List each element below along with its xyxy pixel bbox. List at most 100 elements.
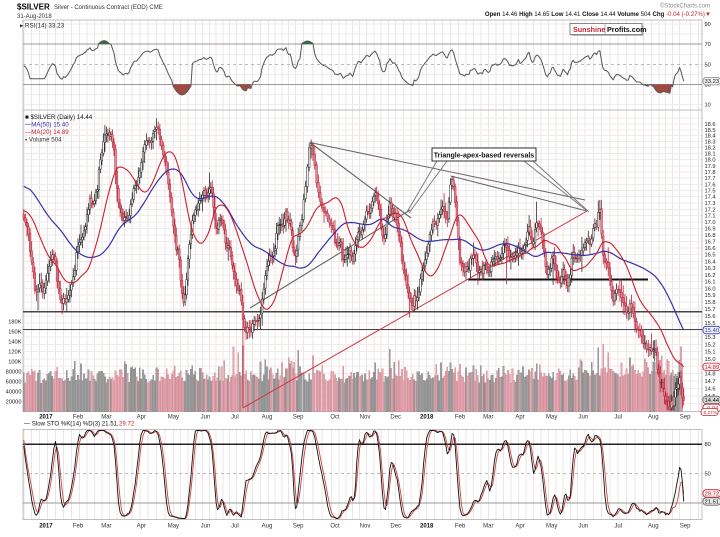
svg-text:16.8: 16.8 (705, 233, 716, 239)
svg-text:Sep: Sep (293, 415, 304, 421)
svg-text:©StockCharts.com: ©StockCharts.com (660, 3, 710, 10)
svg-text:Jul: Jul (614, 524, 622, 530)
svg-text:Aug: Aug (648, 415, 659, 421)
svg-text:Apr: Apr (515, 524, 524, 530)
svg-text:15.2: 15.2 (705, 342, 716, 348)
svg-text:May: May (546, 415, 557, 421)
svg-text:—MA(20) 14.89: —MA(20) 14.89 (25, 129, 69, 136)
svg-text:Nov: Nov (360, 415, 371, 421)
svg-text:14.44: 14.44 (705, 398, 720, 404)
svg-text:Apr: Apr (137, 524, 146, 530)
svg-text:16.2: 16.2 (705, 273, 716, 279)
svg-text:Sunshine: Sunshine (573, 25, 605, 34)
svg-text:18.3: 18.3 (705, 140, 716, 146)
svg-text:100K: 100K (8, 360, 21, 366)
svg-text:17.9: 17.9 (705, 164, 716, 170)
svg-text:16.0: 16.0 (705, 286, 716, 292)
svg-text:Apr: Apr (515, 415, 524, 421)
svg-text:Mar: Mar (101, 415, 111, 421)
svg-text:16.4: 16.4 (705, 259, 716, 265)
svg-text:Jul: Jul (614, 415, 622, 421)
svg-text:40000: 40000 (6, 390, 22, 396)
svg-text:33.23: 33.23 (705, 79, 720, 85)
svg-text:15.6: 15.6 (705, 314, 716, 320)
svg-text:70: 70 (705, 42, 711, 48)
svg-text:180K: 180K (8, 320, 21, 326)
svg-text:50: 50 (705, 472, 711, 478)
svg-text:120K: 120K (8, 350, 21, 356)
svg-text:18.1: 18.1 (705, 152, 716, 158)
svg-text:18.6: 18.6 (705, 122, 716, 128)
svg-text:2018: 2018 (420, 415, 434, 421)
svg-text:Jun: Jun (201, 415, 211, 421)
svg-text:140K: 140K (8, 340, 21, 346)
svg-text:15.5: 15.5 (705, 321, 716, 327)
svg-text:18.0: 18.0 (705, 158, 716, 164)
svg-text:16.9: 16.9 (705, 227, 716, 233)
svg-text:Oct: Oct (330, 524, 340, 530)
svg-text:14.7: 14.7 (705, 379, 716, 385)
svg-text:2017: 2017 (39, 524, 53, 530)
svg-text:—MA(50) 15.40: —MA(50) 15.40 (25, 122, 69, 129)
svg-text:16.5: 16.5 (705, 253, 716, 259)
svg-text:May: May (546, 524, 557, 530)
svg-text:14.89: 14.89 (705, 365, 720, 371)
svg-text:16.6: 16.6 (705, 246, 716, 252)
svg-text:Nov: Nov (360, 524, 371, 530)
svg-text:21.51: 21.51 (705, 500, 720, 506)
svg-text:Sep: Sep (680, 415, 691, 421)
svg-text:18.2: 18.2 (705, 146, 716, 152)
svg-text:15.40: 15.40 (705, 328, 720, 334)
svg-text:15.1: 15.1 (705, 350, 716, 356)
svg-text:Jun: Jun (201, 524, 211, 530)
svg-text:Sep: Sep (293, 524, 304, 530)
svg-text:31-Aug-2018: 31-Aug-2018 (17, 14, 52, 20)
svg-text:Aug: Aug (648, 524, 659, 530)
svg-text:May: May (168, 524, 179, 530)
svg-text:Mar: Mar (483, 415, 493, 421)
svg-text:16.7: 16.7 (705, 240, 716, 246)
svg-text:Jul: Jul (231, 415, 239, 421)
svg-text:17.5: 17.5 (705, 189, 716, 195)
svg-text:Profits.com: Profits.com (607, 25, 647, 34)
svg-text:90: 90 (705, 22, 711, 28)
svg-text:29.72: 29.72 (119, 421, 135, 428)
svg-text:Jun: Jun (578, 524, 588, 530)
svg-text:17.1: 17.1 (705, 214, 716, 220)
svg-text:29.72: 29.72 (705, 492, 720, 498)
svg-text:$SILVER: $SILVER (17, 3, 50, 12)
svg-text:60000: 60000 (6, 380, 22, 386)
svg-text:17.2: 17.2 (705, 207, 716, 213)
svg-text:May: May (168, 415, 179, 421)
svg-text:Aug: Aug (262, 415, 273, 421)
svg-text:16.3: 16.3 (705, 266, 716, 272)
svg-text:■ $SILVER (Daily) 14.44: ■ $SILVER (Daily) 14.44 (25, 114, 93, 121)
svg-text:2018: 2018 (420, 524, 434, 530)
svg-text:-0.27%: -0.27% (702, 410, 717, 415)
svg-text:Feb: Feb (455, 415, 466, 421)
svg-text:Feb: Feb (455, 524, 466, 530)
svg-text:Dec: Dec (390, 415, 401, 421)
svg-text:20000: 20000 (6, 400, 22, 406)
svg-text:14.8: 14.8 (705, 372, 716, 378)
svg-text:— Slow STO %K(14) %D(3) 21.51,: — Slow STO %K(14) %D(3) 21.51, (24, 421, 119, 428)
svg-text:17.8: 17.8 (705, 170, 716, 176)
svg-text:17.3: 17.3 (705, 201, 716, 207)
svg-text:Feb: Feb (73, 415, 84, 421)
svg-text:Feb: Feb (73, 524, 84, 530)
svg-text:Mar: Mar (101, 524, 111, 530)
svg-text:17.6: 17.6 (705, 182, 716, 188)
svg-text:50: 50 (705, 62, 711, 68)
svg-text:Jul: Jul (231, 524, 239, 530)
svg-text:18.4: 18.4 (705, 134, 716, 140)
svg-text:Silver - Continuous Contract (: Silver - Continuous Contract (EOD) CME (54, 5, 163, 11)
svg-text:10: 10 (705, 102, 711, 108)
svg-text:17.0: 17.0 (705, 220, 716, 226)
svg-text:▪ Volume 504: ▪ Volume 504 (25, 137, 62, 144)
svg-text:18.5: 18.5 (705, 128, 716, 134)
svg-text:14.6: 14.6 (705, 386, 716, 392)
svg-text:Mar: Mar (483, 524, 493, 530)
svg-text:Jun: Jun (578, 415, 588, 421)
svg-text:Sep: Sep (680, 524, 691, 530)
svg-text:15.3: 15.3 (705, 335, 716, 341)
